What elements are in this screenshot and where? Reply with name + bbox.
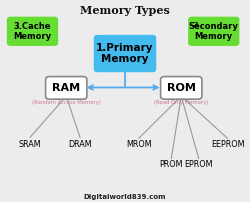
Text: 2.: 2.: [193, 22, 200, 27]
Text: EEPROM: EEPROM: [211, 140, 244, 149]
FancyBboxPatch shape: [188, 17, 239, 46]
Text: ROM: ROM: [167, 83, 196, 93]
FancyBboxPatch shape: [160, 77, 202, 99]
Text: (Random Access Memory): (Random Access Memory): [32, 100, 101, 105]
Text: Digitalworld839.com: Digitalworld839.com: [84, 194, 166, 200]
Text: SRAM: SRAM: [19, 140, 41, 149]
FancyBboxPatch shape: [46, 77, 87, 99]
Text: 3.Cache
Memory: 3.Cache Memory: [14, 22, 52, 41]
Text: 1.Primary
Memory: 1.Primary Memory: [96, 43, 154, 64]
FancyBboxPatch shape: [94, 35, 156, 72]
Text: Secondary
Memory: Secondary Memory: [189, 22, 239, 41]
Text: MROM: MROM: [126, 140, 152, 149]
Text: RAM: RAM: [52, 83, 80, 93]
Text: (Read Only Memory): (Read Only Memory): [154, 100, 208, 105]
Text: EPROM: EPROM: [184, 160, 213, 169]
Text: DRAM: DRAM: [68, 140, 92, 149]
Text: Memory Types: Memory Types: [80, 5, 170, 16]
FancyBboxPatch shape: [7, 17, 58, 46]
Text: PROM: PROM: [160, 160, 183, 169]
